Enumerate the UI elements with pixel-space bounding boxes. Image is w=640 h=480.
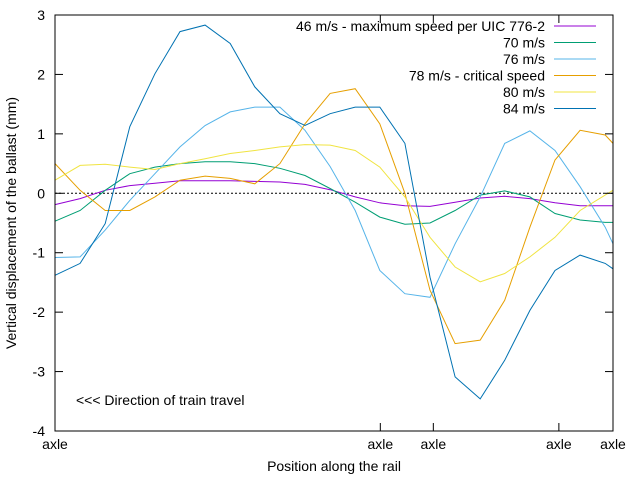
legend: 46 m/s - maximum speed per UIC 776-270 m… [296,18,596,117]
y-axis-label: Vertical displacement of the ballast (mm… [3,97,19,349]
plot-marks [54,24,614,400]
y-tick-label: -2 [33,304,46,320]
y-tick-label: 2 [37,66,45,82]
legend-label: 46 m/s - maximum speed per UIC 776-2 [296,18,545,34]
y-tick-label: -4 [33,423,46,439]
chart-annotation: <<< Direction of train travel [76,392,244,408]
x-axis-label: Position along the rail [267,458,401,474]
plot-frame [54,14,614,432]
series-line-2 [54,106,614,298]
legend-label: 80 m/s [503,84,545,100]
x-tick-label: axle [367,436,393,452]
series-line-1 [54,161,613,225]
legend-label: 76 m/s [503,51,545,67]
y-tick-label: -1 [33,245,46,261]
y-tick-label: 1 [37,126,45,142]
legend-label: 78 m/s - critical speed [409,68,545,84]
y-tick-label: -3 [33,364,46,380]
series-line-0 [54,180,613,207]
y-tick-label: 0 [37,185,45,201]
y-tick-label: 3 [37,7,45,23]
axis-ticks: -4 -3 -2 -1 0 1 2 3 axle axle axle axle axle [33,7,627,452]
series-line-4 [54,144,614,283]
x-tick-label: axle [546,436,572,452]
legend-label: 84 m/s [503,101,545,117]
x-tick-label: axle [420,436,446,452]
x-tick-label: axle [600,436,626,452]
series-line-5 [54,24,614,400]
legend-label: 70 m/s [503,35,545,51]
x-tick-label: axle [42,436,68,452]
series-line-3 [54,88,614,345]
